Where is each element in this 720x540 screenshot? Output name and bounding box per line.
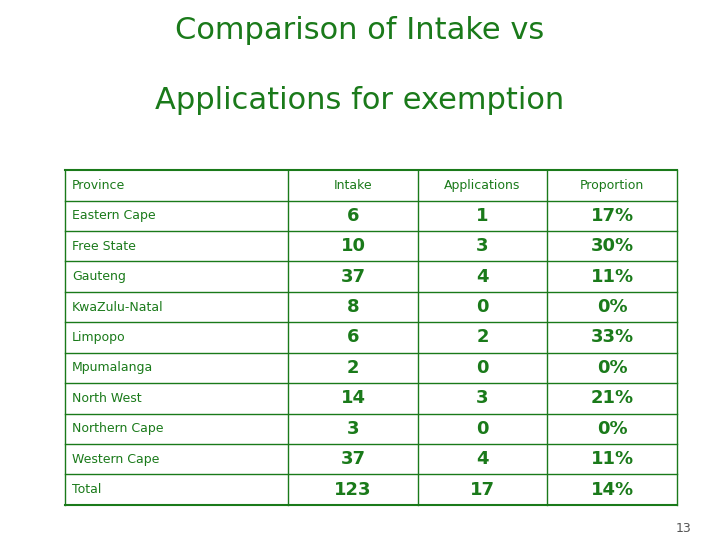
Text: 4: 4 [476,268,489,286]
Text: Gauteng: Gauteng [72,270,126,283]
Text: 33%: 33% [590,328,634,347]
Text: Applications: Applications [444,179,521,192]
Text: Free State: Free State [72,240,136,253]
Text: Limpopo: Limpopo [72,331,125,344]
Text: 6: 6 [347,207,359,225]
Text: 30%: 30% [590,237,634,255]
Text: Applications for exemption: Applications for exemption [156,86,564,116]
Text: 13: 13 [675,522,691,535]
Text: 11%: 11% [590,450,634,468]
Text: Northern Cape: Northern Cape [72,422,163,435]
Text: 4: 4 [476,450,489,468]
Text: 2: 2 [476,328,489,347]
Text: 0: 0 [476,359,489,377]
Text: 0%: 0% [597,298,627,316]
Text: Comparison of Intake vs: Comparison of Intake vs [176,16,544,45]
Text: 8: 8 [346,298,359,316]
Text: Province: Province [72,179,125,192]
Text: 1: 1 [476,207,489,225]
Text: Total: Total [72,483,102,496]
Text: 0%: 0% [597,359,627,377]
Text: 17: 17 [470,481,495,498]
Text: 14%: 14% [590,481,634,498]
Text: 6: 6 [347,328,359,347]
Text: 37: 37 [341,450,366,468]
Text: 0: 0 [476,420,489,438]
Text: 3: 3 [347,420,359,438]
Text: Western Cape: Western Cape [72,453,159,465]
Text: Mpumalanga: Mpumalanga [72,361,153,374]
Text: Intake: Intake [333,179,372,192]
Text: North West: North West [72,392,142,405]
Text: 0: 0 [476,298,489,316]
Text: KwaZulu-Natal: KwaZulu-Natal [72,301,163,314]
Text: 21%: 21% [590,389,634,407]
Text: 14: 14 [341,389,366,407]
Text: Eastern Cape: Eastern Cape [72,210,156,222]
Text: 11%: 11% [590,268,634,286]
Text: 17%: 17% [590,207,634,225]
Text: 10: 10 [341,237,366,255]
Text: 0%: 0% [597,420,627,438]
Text: 37: 37 [341,268,366,286]
Text: 123: 123 [334,481,372,498]
Text: 3: 3 [476,237,489,255]
Text: 3: 3 [476,389,489,407]
Text: Proportion: Proportion [580,179,644,192]
Text: 2: 2 [347,359,359,377]
